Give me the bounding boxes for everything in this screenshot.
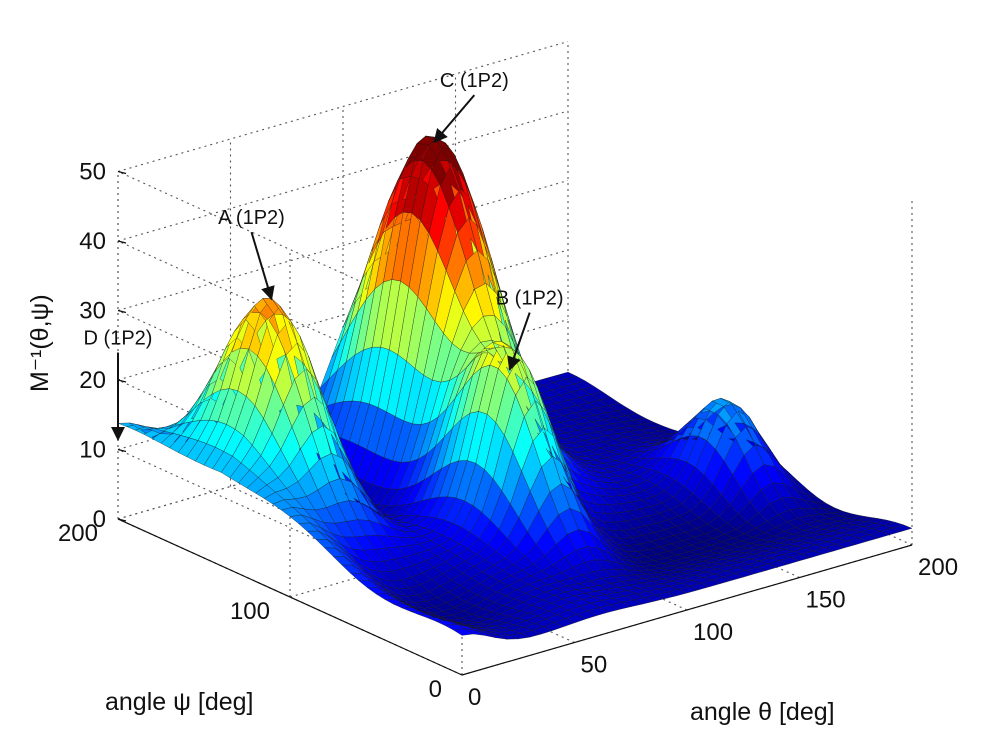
surface-mesh — [117, 135, 913, 640]
peak-annotation: C (1P2) — [440, 70, 509, 92]
peak-annotations: A (1P2) B (1P2) C (1P2) D (1P2) — [84, 70, 564, 441]
y-axis-label: angle ψ [deg] — [105, 688, 254, 716]
z-axis-label: M⁻¹(θ,ψ) — [26, 294, 54, 392]
z-tick-label: 0 — [93, 506, 106, 533]
annotation-arrow — [433, 94, 476, 144]
peak-annotation: D (1P2) — [84, 328, 153, 350]
peak-annotation: B (1P2) — [496, 288, 564, 310]
y-axis-ticks: 0 100 200 — [58, 518, 463, 703]
z-tick-label: 30 — [79, 298, 106, 325]
y-tick-label: 100 — [230, 598, 270, 625]
x-tick-label: 0 — [468, 684, 481, 711]
z-tick-label: 50 — [79, 159, 106, 186]
z-tick-label: 10 — [79, 437, 106, 464]
x-tick-label: 50 — [581, 652, 608, 679]
annotation-arrow — [507, 312, 531, 371]
surface-patch — [891, 524, 913, 532]
peak-annotation: A (1P2) — [218, 207, 285, 229]
x-axis-ticks: 0 50 100 150 200 — [461, 544, 958, 711]
annotation-arrow — [250, 231, 275, 301]
x-tick-label: 100 — [693, 619, 733, 646]
x-axis-label: angle θ [deg] — [690, 698, 835, 726]
x-tick-label: 150 — [806, 587, 846, 614]
z-axis-ticks: 0 10 20 30 40 50 — [79, 159, 127, 533]
y-tick-label: 200 — [58, 520, 98, 547]
z-tick-label: 40 — [79, 228, 106, 255]
z-tick-label: 20 — [79, 367, 106, 394]
y-tick-label: 0 — [429, 676, 442, 703]
x-tick-label: 200 — [918, 554, 958, 581]
